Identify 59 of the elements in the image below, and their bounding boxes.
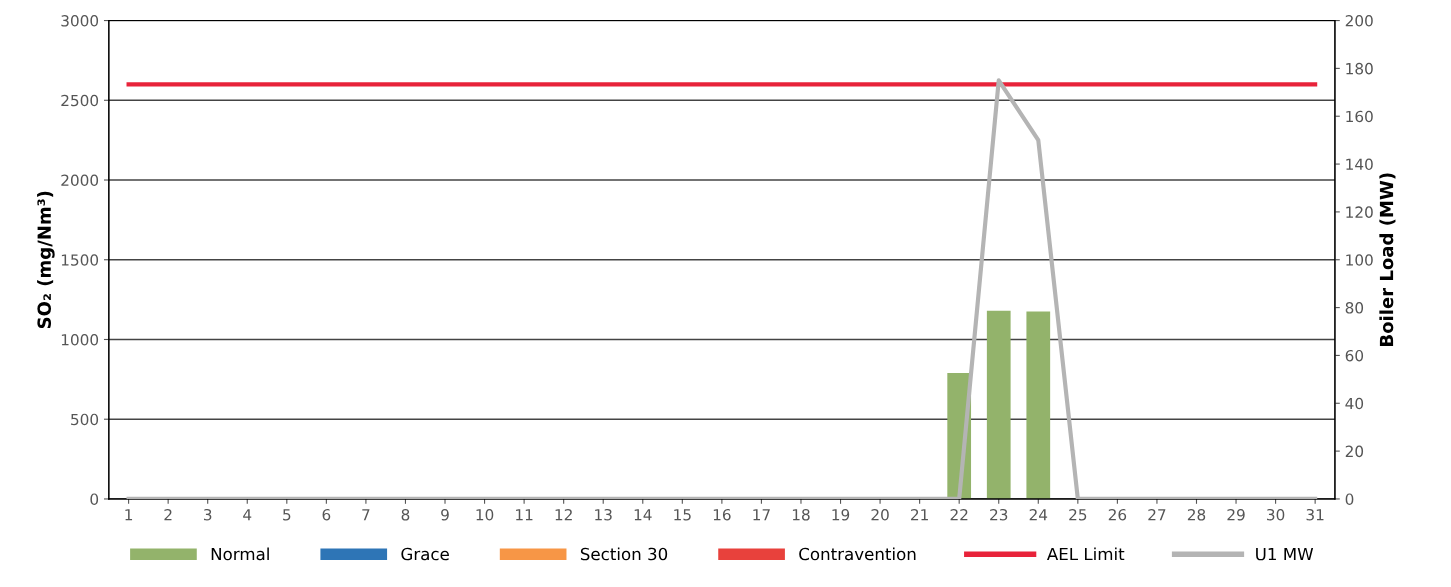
y2-tick-label: 120: [1346, 206, 1373, 218]
x-tick-label: 18: [792, 508, 810, 521]
x-tick-label: 11: [516, 509, 533, 521]
x-tick-label: 21: [911, 508, 928, 521]
x-tick-label: 26: [1108, 508, 1127, 521]
x-tick-label: 25: [1069, 508, 1087, 521]
x-tick-label: 6: [322, 508, 331, 521]
x-tick-label: 8: [401, 508, 410, 521]
y2-tick-label: 180: [1346, 62, 1373, 75]
y2-tick-label: 60: [1345, 349, 1364, 362]
y2-tick-label: 40: [1345, 397, 1364, 410]
y2-tick-label: 140: [1346, 158, 1373, 171]
x-tick-label: 13: [595, 508, 612, 521]
legend-label: AEL Limit: [1046, 547, 1125, 561]
x-tick-label: 2: [164, 508, 172, 521]
x-tick-label: 3: [204, 508, 212, 521]
x-tick-label: 4: [243, 509, 252, 521]
x-tick-label: 20: [871, 508, 889, 521]
y-tick-label: 0: [90, 493, 99, 505]
x-tick-label: 16: [713, 508, 731, 521]
y-tick-label: 500: [71, 413, 99, 426]
y-tick-label: 1500: [61, 254, 99, 266]
x-tick-label: 9: [441, 508, 449, 521]
x-tick-label: 27: [1148, 508, 1166, 521]
x-tick-label: 29: [1227, 508, 1245, 521]
x-tick-label: 1: [125, 509, 133, 521]
y2-tick-label: 200: [1345, 15, 1373, 27]
x-tick-label: 14: [634, 509, 652, 521]
legend-label: U1 MW: [1256, 547, 1314, 561]
x-tick-label: 5: [283, 509, 291, 521]
x-tick-label: 22: [950, 508, 968, 521]
x-tick-label: 23: [990, 508, 1008, 521]
bar: [986, 310, 1011, 499]
legend-label: Section 30: [580, 547, 668, 561]
y2-tick-label: 20: [1345, 445, 1364, 458]
x-tick-label: 12: [555, 508, 572, 521]
legend-label: Grace: [401, 547, 449, 561]
x-tick-label: 24: [1029, 508, 1048, 521]
y2-tick-label: 160: [1346, 110, 1373, 123]
x-tick-label: 10: [476, 508, 494, 521]
y2-axis-title: Boiler Load (MW): [1379, 173, 1396, 346]
legend-label: Contravention: [799, 547, 916, 561]
y2-tick-label: 0: [1345, 493, 1354, 505]
x-tick-label: 31: [1306, 508, 1324, 521]
y-tick-label: 2000: [61, 174, 99, 187]
x-tick-label: 30: [1267, 508, 1285, 521]
y-tick-label: 1000: [61, 333, 99, 346]
y-tick-label: 3000: [61, 15, 99, 27]
x-tick-label: 17: [753, 509, 770, 521]
legend-label: Normal: [211, 547, 269, 561]
x-tick-label: 15: [674, 509, 691, 521]
bar: [1026, 311, 1051, 499]
y2-tick-label: 100: [1346, 254, 1373, 266]
y-tick-label: 2500: [61, 94, 99, 107]
x-tick-label: 28: [1187, 508, 1206, 521]
x-tick-label: 7: [362, 509, 370, 521]
x-tick-label: 19: [832, 508, 850, 521]
y-axis-title: SO₂ (mg/Nm³): [37, 191, 55, 329]
y2-tick-label: 80: [1345, 302, 1364, 314]
